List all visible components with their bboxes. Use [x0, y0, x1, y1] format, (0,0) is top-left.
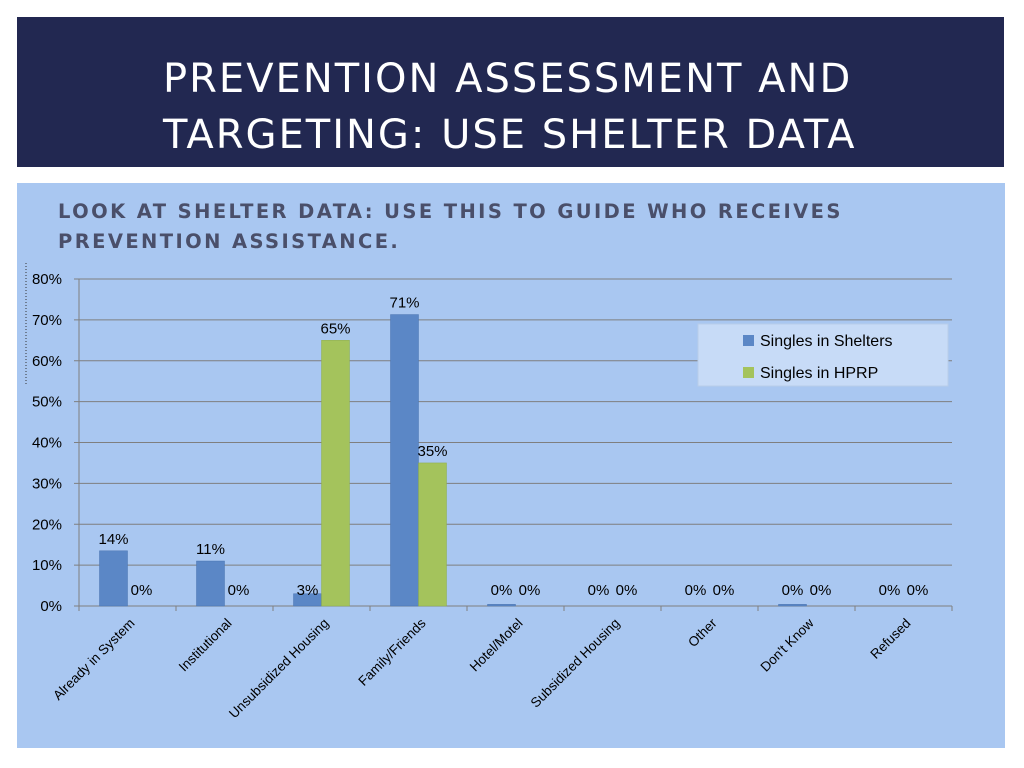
bar-shelters-0: [99, 550, 128, 607]
data-label-hprp-3: 35%: [417, 443, 447, 460]
data-label-shelters-4: 0%: [491, 582, 513, 599]
bar-shelters-7: [778, 604, 807, 607]
legend-label-1: Singles in HPRP: [760, 365, 878, 382]
title-bar: Prevention Assessment and Targeting: Use…: [17, 17, 1004, 167]
category-label-2: Unsubsidized Housing: [226, 616, 332, 722]
data-label-shelters-2: 3%: [297, 582, 319, 599]
y-tick-label: 70%: [32, 312, 62, 329]
content-panel: Look at shelter data: Use this to guide …: [17, 183, 1005, 748]
y-tick-label: 60%: [32, 353, 62, 370]
data-label-hprp-4: 0%: [519, 582, 541, 599]
category-label-1: Institutional: [176, 616, 235, 675]
data-label-hprp-5: 0%: [616, 582, 638, 599]
bar-shelters-4: [487, 604, 516, 607]
bar-hprp-3: [418, 462, 447, 607]
legend-swatch-0: [743, 335, 754, 346]
data-label-shelters-5: 0%: [588, 582, 610, 599]
slide-subtitle: Look at shelter data: Use this to guide …: [58, 200, 843, 253]
data-label-hprp-1: 0%: [228, 582, 250, 599]
data-label-shelters-0: 14%: [98, 531, 128, 548]
legend-label-0: Singles in Shelters: [760, 333, 893, 350]
data-label-shelters-1: 11%: [196, 541, 225, 558]
data-label-hprp-6: 0%: [713, 582, 735, 599]
y-tick-label: 80%: [32, 271, 62, 288]
y-tick-label: 50%: [32, 394, 62, 411]
category-label-3: Family/Friends: [355, 615, 428, 688]
y-tick-label: 0%: [40, 598, 62, 615]
data-label-hprp-0: 0%: [131, 582, 153, 599]
category-label-6: Other: [685, 615, 720, 650]
data-label-shelters-3: 71%: [389, 295, 419, 312]
y-tick-label: 40%: [32, 435, 62, 452]
legend-swatch-1: [743, 367, 754, 378]
category-label-0: Already in System: [50, 616, 138, 704]
bar-shelters-1: [196, 560, 225, 607]
category-label-5: Subsidized Housing: [528, 616, 623, 711]
data-label-shelters-7: 0%: [782, 582, 804, 599]
data-label-hprp-7: 0%: [810, 582, 832, 599]
y-tick-label: 30%: [32, 475, 62, 492]
y-tick-label: 20%: [32, 516, 62, 533]
category-label-7: Don't Know: [757, 615, 816, 674]
slide-title: Prevention Assessment and Targeting: Use…: [163, 56, 857, 158]
data-label-hprp-8: 0%: [907, 582, 929, 599]
legend-box: [697, 323, 949, 387]
bar-shelters-3: [390, 314, 419, 607]
data-label-shelters-8: 0%: [879, 582, 901, 599]
data-label-hprp-2: 65%: [320, 320, 350, 337]
data-label-shelters-6: 0%: [685, 582, 707, 599]
category-label-4: Hotel/Motel: [467, 616, 526, 675]
category-label-8: Refused: [867, 616, 913, 662]
bar-hprp-2: [321, 340, 350, 607]
y-tick-label: 10%: [32, 557, 62, 574]
